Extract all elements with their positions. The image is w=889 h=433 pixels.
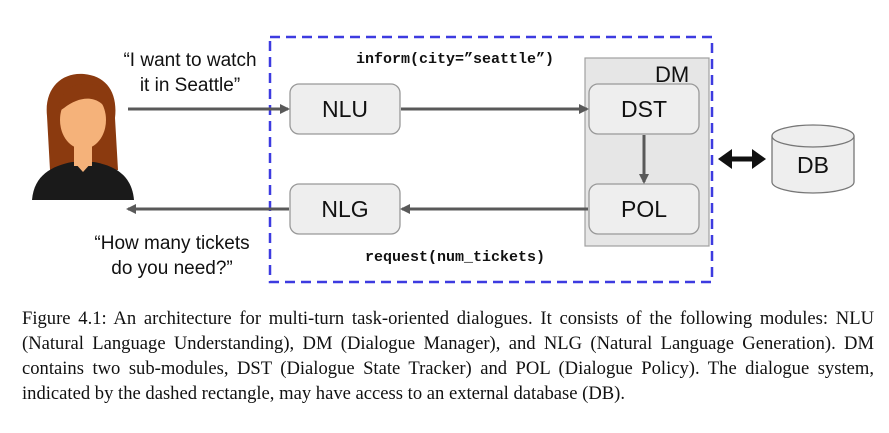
nlu-label: NLU: [322, 96, 368, 122]
database-icon: [771, 124, 855, 194]
system-utterance-line-2: do you need?”: [111, 258, 233, 279]
dialogue-system-boundary: [268, 35, 714, 284]
dst-label: DST: [621, 96, 667, 122]
pol-box: [588, 183, 700, 235]
figure-caption: Figure 4.1: An architecture for multi-tu…: [22, 308, 874, 404]
db-label: DB: [797, 152, 829, 178]
system-utterance-line-1: “How many tickets: [94, 233, 249, 254]
dm-label: DM: [655, 62, 689, 87]
architecture-diagram: DM NLU NLG DST POL DB inform(city=”seatt…: [32, 35, 855, 284]
nlg-label: NLG: [321, 196, 368, 222]
user-utterance-line-2: it in Seattle”: [140, 75, 240, 96]
user-avatar-icon: [32, 73, 134, 200]
dst-box: [588, 83, 700, 135]
inform-action-label: inform(city=”seattle”): [356, 51, 554, 68]
dm-db-double-arrow: [718, 149, 766, 169]
pol-label: POL: [621, 196, 667, 222]
nlu-box: [289, 83, 401, 135]
architecture-figure: DM NLU NLG DST POL DB inform(city=”seatt…: [32, 35, 855, 284]
user-utterance-line-1: “I want to watch: [123, 50, 256, 71]
request-action-label: request(num_tickets): [365, 249, 545, 266]
